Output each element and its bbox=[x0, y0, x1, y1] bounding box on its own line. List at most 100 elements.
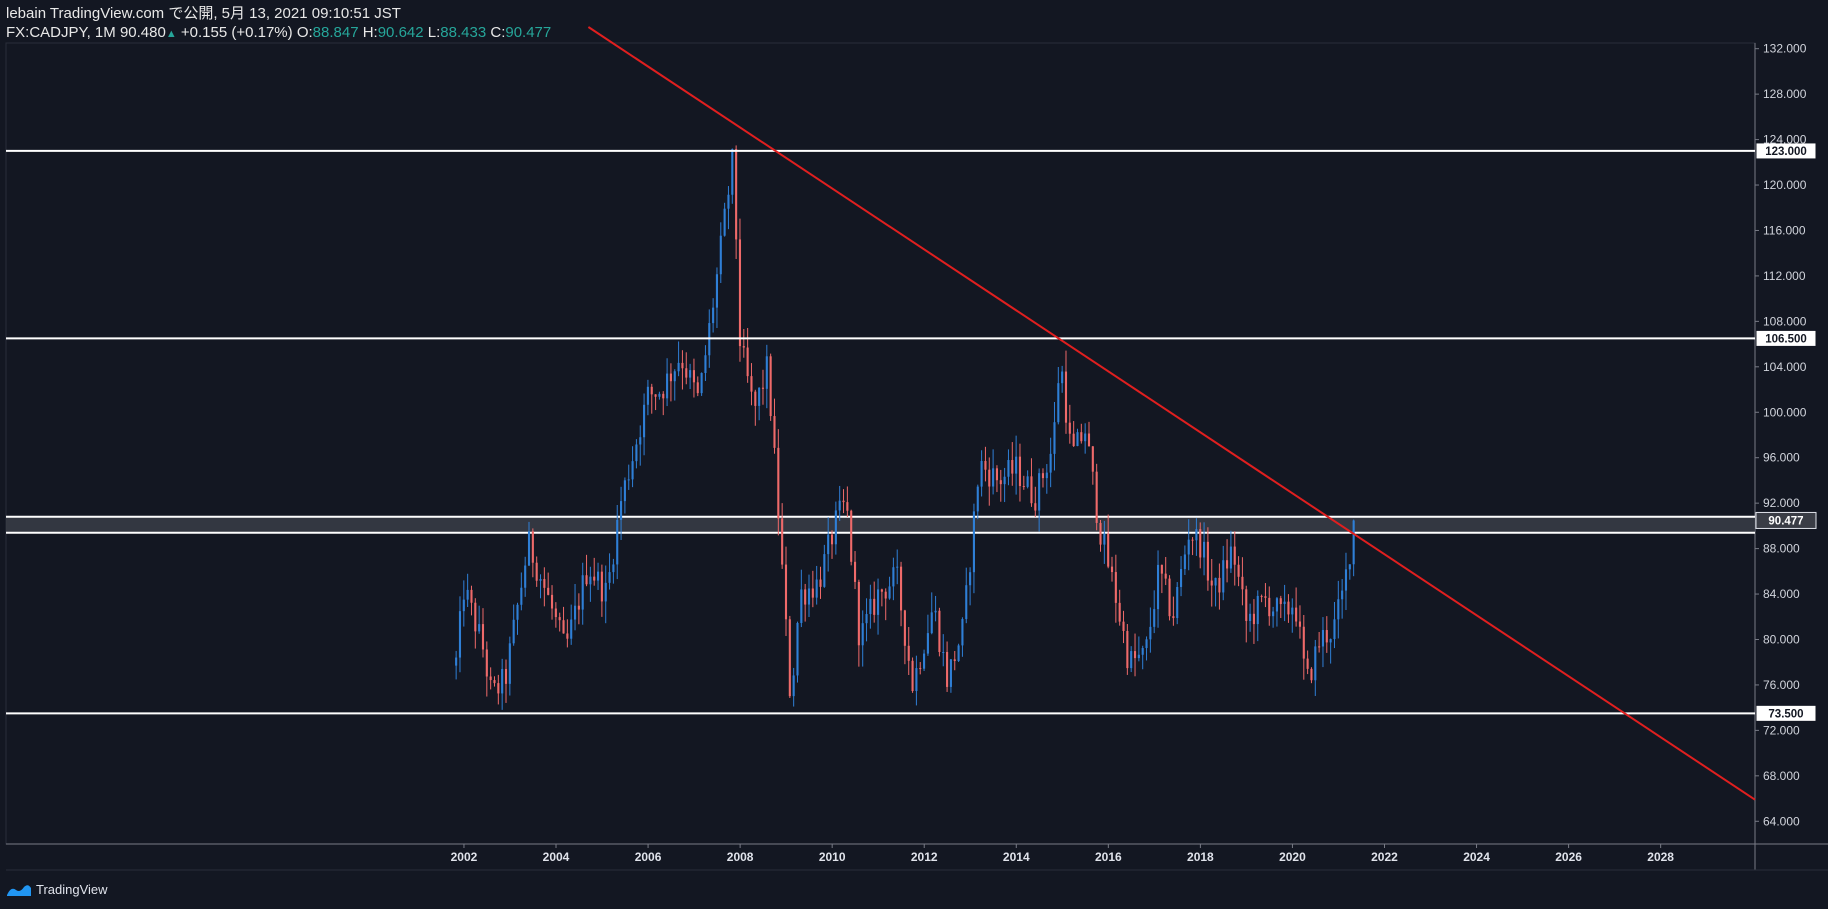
candle-bear bbox=[1091, 446, 1094, 472]
candle-bear bbox=[773, 416, 776, 448]
candle-bear bbox=[558, 617, 561, 621]
x-tick-label: 2020 bbox=[1279, 850, 1306, 864]
candle-bull bbox=[792, 675, 795, 697]
candle-bull bbox=[923, 653, 926, 669]
candle-bull bbox=[455, 657, 458, 666]
level-price-label: 123.000 bbox=[1765, 146, 1807, 158]
candle-bear bbox=[1252, 613, 1255, 625]
candle-bear bbox=[946, 652, 949, 687]
candle-bear bbox=[531, 531, 534, 563]
candle-bear bbox=[1226, 560, 1229, 569]
candle-bull bbox=[1214, 577, 1217, 586]
zone-band[interactable] bbox=[6, 516, 1755, 533]
y-tick-label: 128.000 bbox=[1763, 87, 1807, 101]
candle-bear bbox=[692, 370, 695, 383]
candle-bear bbox=[470, 589, 473, 603]
candle-bull bbox=[623, 480, 626, 502]
candle-bull bbox=[876, 589, 880, 615]
candle-bull bbox=[1061, 371, 1064, 384]
candle-bull bbox=[673, 371, 676, 382]
candle-bull bbox=[723, 208, 726, 236]
candle-bear bbox=[681, 362, 684, 369]
candle-bull bbox=[1045, 472, 1048, 479]
candle-bull bbox=[1341, 590, 1344, 600]
candle-bear bbox=[746, 347, 749, 377]
candle-bull bbox=[980, 460, 983, 487]
candle-bear bbox=[1072, 433, 1075, 447]
candle-bear bbox=[1287, 601, 1290, 615]
candle-bear bbox=[1095, 471, 1098, 523]
candle-bull bbox=[1130, 651, 1133, 669]
candle-bull bbox=[478, 624, 481, 632]
candle-bull bbox=[1145, 639, 1148, 649]
candle-bull bbox=[631, 461, 634, 480]
candle-bear bbox=[1264, 596, 1267, 598]
chart-header: lebain TradingView.com で公開, 5月 13, 2021 … bbox=[6, 4, 551, 44]
candle-bear bbox=[685, 368, 688, 378]
candle-bear bbox=[1199, 529, 1202, 558]
price-axis[interactable]: 64.000 68.000 72.000 76.000 80.000 84.000 88.0… bbox=[1755, 42, 1807, 829]
candle-bear bbox=[900, 566, 903, 611]
candle-bear bbox=[1018, 456, 1022, 487]
candle-bear bbox=[938, 610, 941, 653]
horizontal-levels[interactable]: 123.000 106.500 73.500 90.477 bbox=[6, 142, 1817, 722]
candle-bear bbox=[750, 376, 753, 392]
close-label: C: bbox=[490, 24, 506, 41]
candle-bull bbox=[639, 437, 642, 445]
x-tick-label: 2022 bbox=[1371, 850, 1398, 864]
candle-bear bbox=[769, 356, 772, 417]
candle-bull bbox=[520, 587, 523, 605]
candle-bull bbox=[1103, 533, 1106, 545]
trendline-group[interactable] bbox=[587, 26, 1756, 801]
candle-bear bbox=[735, 149, 738, 240]
candle-bear bbox=[919, 668, 922, 670]
descending-trendline[interactable] bbox=[587, 26, 1756, 801]
candle-bear bbox=[1233, 546, 1236, 565]
x-tick-label: 2014 bbox=[1003, 850, 1030, 864]
candle-bull bbox=[1291, 607, 1294, 615]
low-label: L: bbox=[427, 24, 441, 41]
y-tick-label: 108.000 bbox=[1763, 314, 1807, 328]
candle-bull bbox=[677, 362, 680, 372]
candle-bear bbox=[543, 579, 546, 588]
candle-bear bbox=[1318, 646, 1321, 648]
candle-bear bbox=[562, 620, 565, 634]
candle-bear bbox=[1041, 473, 1045, 479]
candle-bull bbox=[596, 571, 600, 581]
candle-bull bbox=[612, 564, 615, 573]
candle-bull bbox=[1053, 422, 1056, 454]
candle-bull bbox=[689, 370, 692, 378]
candle-bear bbox=[738, 239, 742, 347]
candle-bull bbox=[643, 404, 646, 438]
candle-bull bbox=[712, 307, 715, 324]
candle-bear bbox=[485, 649, 488, 677]
candle-bull bbox=[861, 623, 864, 646]
candle-bear bbox=[1118, 602, 1121, 622]
y-tick-label: 100.000 bbox=[1763, 405, 1807, 419]
candle-bear bbox=[784, 564, 788, 620]
candle-bull bbox=[1222, 560, 1225, 593]
footer-brand[interactable]: TradingView bbox=[6, 882, 108, 897]
candle-bear bbox=[1325, 630, 1328, 643]
candle-bull bbox=[458, 611, 462, 658]
candle-bull bbox=[1187, 539, 1190, 555]
candle-bear bbox=[1237, 564, 1240, 577]
candle-bear bbox=[1295, 607, 1298, 622]
candle-bear bbox=[1064, 371, 1068, 423]
candle-bull bbox=[1015, 456, 1018, 474]
candle-bear bbox=[1107, 533, 1110, 567]
y-tick-label: 92.000 bbox=[1763, 496, 1800, 510]
time-axis[interactable]: 2002 2004 2006 2008 2010 2012 2014 2016 2018 2020… bbox=[451, 844, 1675, 864]
candle-bear bbox=[1133, 651, 1137, 659]
change-value: +0.155 (+0.17%) bbox=[180, 24, 293, 41]
publish-line: lebain TradingView.com で公開, 5月 13, 2021 … bbox=[6, 5, 401, 22]
y-tick-label: 80.000 bbox=[1763, 632, 1800, 646]
price-value: 90.480 bbox=[119, 24, 166, 41]
candle-bear bbox=[999, 480, 1002, 485]
y-tick-label: 132.000 bbox=[1763, 42, 1807, 56]
x-tick-label: 2006 bbox=[635, 850, 662, 864]
support-resistance-zone[interactable] bbox=[6, 515, 1755, 534]
candle-bull bbox=[1153, 609, 1156, 627]
candle-bull bbox=[1283, 601, 1286, 605]
